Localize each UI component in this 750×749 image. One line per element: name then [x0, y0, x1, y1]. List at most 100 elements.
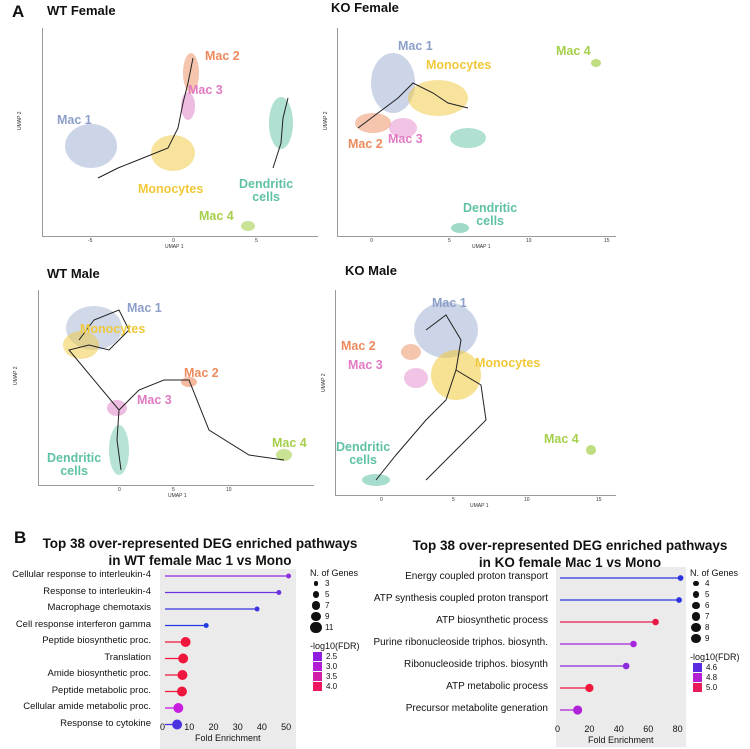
x-tick-0-2: 20 — [208, 722, 219, 732]
wt-male-mono-label: Monocytes — [80, 322, 146, 336]
ko-male-trajectory — [375, 314, 462, 481]
legend-size-row-0-4: 11 — [310, 621, 390, 634]
ko-female-mac4-points — [591, 59, 601, 67]
chart-left-svg — [165, 573, 292, 730]
legend-color-row-0-1: 3.0 — [310, 661, 390, 671]
point-1-6 — [573, 705, 583, 715]
x-tick-0-5: 50 — [281, 722, 292, 732]
point-1-3 — [630, 640, 637, 648]
legend-size-row-0-3: 9 — [310, 611, 390, 622]
wt-female-xtick-0: -5 — [88, 238, 93, 244]
category-label-1-0: Energy coupled proton transport — [405, 571, 548, 582]
wt-female-xtick-2: 5 — [255, 238, 258, 244]
chart-right-category-labels: Energy coupled proton transport ATP synth… — [373, 567, 552, 747]
category-label-0-9: Response to cytokine — [60, 717, 151, 729]
x-tick-1-1: 20 — [584, 724, 595, 734]
category-label-0-0: Cellular response to interleukin-4 — [12, 569, 151, 580]
ko-male-mac1-points — [414, 302, 478, 358]
legend-size-row-0-1: 5 — [310, 589, 390, 600]
category-label-1-4: Ribonucleoside triphos. biosynth — [404, 659, 548, 670]
category-label-0-1: Response to interleukin-4 — [43, 585, 151, 597]
chart-right-plot-area — [556, 567, 686, 747]
ko-female-mac1-label: Mac 1 — [398, 39, 433, 53]
wt-female-mac1-points — [65, 124, 117, 168]
ko-male-title: KO Male — [345, 263, 398, 278]
ko-female-ylabel: UMAP 2 — [323, 111, 329, 130]
x-tick-0-3: 30 — [232, 722, 243, 732]
wt-male-mac4-label: Mac 4 — [272, 436, 307, 450]
wt-female-mac4-points — [241, 221, 255, 231]
category-label-0-2: Macrophage chemotaxis — [47, 602, 152, 613]
legend-size-dot-0-2 — [311, 601, 321, 610]
legend-swatch-0-2 — [313, 671, 322, 681]
category-label-0-8: Cellular amide metabolic proc. — [23, 701, 151, 712]
ko-female-mac4-label: Mac 4 — [556, 44, 591, 58]
ko-female-mac2-label: Mac 2 — [348, 137, 383, 151]
ko-female-xtick-2: 10 — [526, 238, 532, 244]
category-label-0-3: Cell response interferon gamma — [15, 618, 151, 630]
ko-female-mac3-label: Mac 3 — [388, 132, 423, 146]
ko-female-mac1-points — [371, 53, 415, 113]
point-0-0 — [286, 573, 292, 579]
legend-color-row-0-3: 4.0 — [310, 681, 390, 691]
wt-female-dc-points — [269, 97, 293, 149]
wt-male-mac2-label: Mac 2 — [184, 366, 219, 380]
ko-male-xtick-2: 10 — [524, 497, 530, 503]
legend-size-dot-1-3 — [691, 612, 701, 621]
legend-size-dot-1-0 — [693, 580, 699, 587]
category-label-0-7: Peptide metabolic proc. — [51, 684, 151, 696]
point-0-1 — [276, 590, 282, 595]
legend-size-row-1-4: 8 — [690, 622, 750, 633]
ko-male-mono-label: Monocytes — [475, 356, 541, 370]
ko-female-xtick-0: 0 — [370, 238, 373, 244]
wt-female-mac2-points — [183, 53, 199, 93]
legend-size-row-1-5: 9 — [690, 633, 750, 644]
ko-male-xlabel: UMAP 1 — [470, 503, 489, 509]
wt-female-mac2-label: Mac 2 — [205, 49, 240, 63]
wt-male-dc-trajectory — [116, 409, 122, 471]
legend-size-dot-0-3 — [311, 611, 321, 622]
chart-left-plot-area — [160, 569, 296, 749]
ko-female-xtick-1: 5 — [448, 238, 451, 244]
x-tick-1-0: 0 — [555, 724, 561, 734]
legend-size-dot-1-1 — [692, 591, 700, 598]
category-label-1-1: ATP synthesis coupled proton transport — [373, 593, 548, 604]
x-tick-1-3: 60 — [643, 724, 654, 734]
legend-color-row-1-1: 4.8 — [690, 672, 750, 682]
chart-right-xlabel: Fold Enrichment — [588, 735, 654, 745]
wt-female-mac4-label: Mac 4 — [199, 209, 234, 223]
legend-size-row-0-2: 7 — [310, 600, 390, 611]
ko-male-mono-points — [431, 350, 481, 400]
legend-swatch-0-1 — [313, 661, 322, 671]
wt-female-trajectory — [97, 57, 194, 179]
wt-male-mac1-label: Mac 1 — [127, 301, 162, 315]
category-label-1-2: ATP biosynthetic process — [436, 615, 548, 626]
chart-left-category-labels: Cellular response to interleukin-4 Respon… — [0, 569, 155, 749]
wt-male-mono-points — [63, 331, 99, 359]
legend-size-dot-0-0 — [313, 581, 319, 586]
ko-male-xtick-0: 0 — [380, 497, 383, 503]
ko-female-mac2-points — [355, 113, 391, 133]
chart-left-legend: N. of Genes 3 5 7 9 11 -log10(FDR) 2.5 3.0 3.5 4.0 — [310, 568, 390, 691]
category-label-0-4: Peptide biosynthetic proc. — [42, 635, 151, 646]
wt-female-dc-label: Dendritic cells — [239, 177, 294, 204]
ko-female-dc-points — [450, 128, 486, 148]
point-0-7 — [176, 686, 187, 697]
legend-swatch-1-1 — [693, 672, 702, 682]
ko-male-ylabel: UMAP 2 — [321, 373, 327, 392]
chart-right-legend: N. of Genes 4 5 6 7 8 9 -log10(FDR) 4.6 4.8 5.0 — [690, 568, 750, 692]
legend-swatch-1-0 — [693, 662, 702, 672]
point-0-2 — [254, 606, 260, 612]
ko-male-dc-label: Dendritic cells — [336, 440, 391, 467]
wt-female-xtick-1: 0 — [172, 238, 175, 244]
legend-size-dot-0-1 — [312, 591, 320, 598]
legend-size-row-1-3: 7 — [690, 611, 750, 622]
legend-size-dot-0-4 — [310, 621, 322, 634]
wt-male-umap: Mac 1 Monocytes Mac 2 Mac 3 Mac 4 Dendri… — [38, 290, 314, 486]
legend-color-row-1-0: 4.6 — [690, 662, 750, 672]
ko-female-mac3-points — [389, 118, 417, 138]
legend-size-dot-1-5 — [691, 633, 701, 644]
legend-size-dot-1-4 — [691, 622, 701, 633]
legend-size-row-1-1: 5 — [690, 589, 750, 600]
x-tick-0-4: 40 — [256, 722, 267, 732]
